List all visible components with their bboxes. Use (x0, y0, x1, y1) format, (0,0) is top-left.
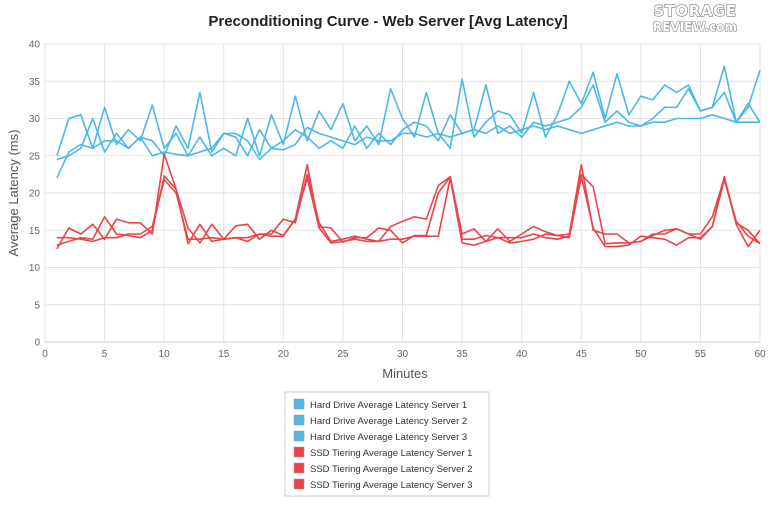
legend-swatch (293, 398, 305, 410)
legend-item-label: SSD Tiering Average Latency Server 2 (310, 464, 472, 475)
x-tick-label: 5 (102, 349, 108, 360)
y-tick-label: 15 (29, 226, 41, 237)
y-tick-label: 35 (29, 77, 41, 88)
legend-item-label: Hard Drive Average Latency Server 2 (310, 416, 467, 427)
legend-item-label: Hard Drive Average Latency Server 3 (310, 432, 467, 443)
x-tick-label: 35 (457, 349, 469, 360)
x-tick-label: 40 (516, 349, 528, 360)
legend-box (284, 391, 490, 497)
y-tick-label: 40 (29, 40, 41, 51)
series-line-6 (56, 175, 761, 248)
logo-line-2: REVIEW.com (653, 20, 737, 34)
legend-swatch (293, 462, 305, 474)
series-line-2 (56, 84, 761, 161)
x-tick-label: 15 (218, 349, 230, 360)
chart-title: Preconditioning Curve - Web Server [Avg … (208, 13, 567, 30)
x-tick-label: 55 (695, 349, 707, 360)
axis-ticks: 0 5 10 15 20 25 30 35 40 0 5 10 15 20 25 30 35 40 45 50 55 60 (29, 40, 766, 361)
y-tick-label: 0 (34, 338, 40, 349)
storagereview-logo: STORAGE REVIEW.com (652, 1, 737, 34)
x-tick-label: 25 (337, 349, 349, 360)
x-tick-label: 45 (576, 349, 588, 360)
logo-line-1: STORAGE (653, 2, 736, 20)
legend-swatch (293, 414, 305, 426)
x-tick-label: 50 (635, 349, 647, 360)
series-line-3 (56, 65, 761, 157)
legend-item-label: SSD Tiering Average Latency Server 1 (310, 448, 472, 459)
x-tick-label: 60 (754, 349, 766, 360)
x-tick-label: 20 (278, 349, 290, 360)
y-tick-label: 5 (34, 300, 40, 311)
legend-item-label: Hard Drive Average Latency Server 1 (310, 400, 467, 411)
legend-swatch (293, 478, 305, 490)
series-line-5 (56, 173, 761, 245)
gridlines (44, 43, 761, 343)
x-tick-label: 30 (397, 349, 409, 360)
legend: Hard Drive Average Latency Server 1 Hard … (284, 391, 490, 497)
y-tick-label: 20 (29, 189, 41, 200)
legend-swatch (293, 430, 305, 442)
series-lines (56, 65, 761, 250)
y-tick-label: 10 (29, 263, 41, 274)
x-tick-label: 10 (159, 349, 171, 360)
y-axis-label: Average Latency (ms) (6, 130, 21, 257)
y-tick-label: 30 (29, 114, 41, 125)
legend-swatch (293, 446, 305, 458)
x-tick-label: 0 (42, 349, 48, 360)
y-tick-label: 25 (29, 151, 41, 162)
legend-item-label: SSD Tiering Average Latency Server 3 (310, 480, 472, 491)
x-axis-label: Minutes (382, 366, 428, 381)
